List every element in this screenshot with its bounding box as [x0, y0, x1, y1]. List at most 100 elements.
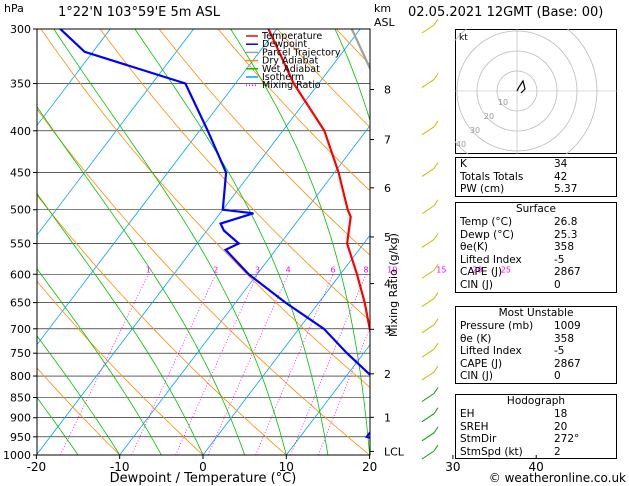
surface-table: Surface Temp (°C) 26.8 Dewp (°C) 25.3 θe(K) 3… [455, 202, 617, 293]
most-unstable-value: 1009 [554, 320, 581, 332]
dry-adiabat-line [37, 108, 370, 455]
wind-barb-flag [433, 342, 439, 350]
legend-label: Dewpoint [262, 39, 307, 50]
wind-barb-flag [433, 426, 439, 434]
x-axis-label: Dewpoint / Temperature (°C) [110, 471, 297, 486]
index-label: PW (cm) [460, 183, 505, 196]
mixing-ratio-label: 3 [255, 265, 260, 274]
wind-barb [421, 298, 435, 307]
wind-barb [421, 239, 435, 248]
pressure-tick-label: 950 [10, 431, 31, 444]
most-unstable-label: θe (K) [460, 332, 492, 345]
index-value: 34 [554, 158, 568, 170]
wind-barb-flag [433, 120, 439, 128]
km-label: km [374, 2, 392, 15]
hodograph-table: Hodograph EH 18 SREH 20 StmDir 272° StmSpd (kt… [455, 394, 617, 460]
wind-barb-flag [433, 18, 439, 26]
dry-adiabat-line [158, 29, 370, 256]
hodograph-ring-label: 30 [470, 126, 480, 135]
hodograph-ring-label: 20 [484, 112, 494, 121]
dry-adiabat-line [37, 194, 287, 455]
wind-barb [421, 205, 435, 215]
pressure-tick-label: 500 [10, 204, 31, 217]
mixing-ratio-line [59, 274, 149, 455]
pressure-tick-label: 600 [10, 268, 31, 281]
pressure-tick-label: 700 [10, 323, 31, 336]
legend-label: Mixing Ratio [262, 80, 321, 91]
legend-label: Isotherm [262, 72, 304, 83]
surface-row: CAPE (J) 2867 [456, 266, 616, 279]
most-unstable-value: -5 [554, 345, 565, 358]
wet-adiabat-line [134, 29, 329, 455]
mixing-ratio-line [131, 274, 217, 455]
dry-adiabat-line [99, 29, 370, 322]
wet-adiabat-line [37, 268, 162, 455]
most-unstable-label: Lifted Index [460, 345, 522, 358]
wind-barb [421, 24, 435, 34]
location-label: 1°22'N 103°59'E 5m ASL [58, 5, 220, 20]
isotherm-line [119, 124, 370, 455]
isotherm-line [202, 234, 370, 455]
wet-adiabat-line [230, 29, 370, 455]
index-row: K 34 [456, 158, 616, 171]
km-tick-label: 3 [384, 323, 391, 336]
wind-barb [421, 79, 435, 88]
legend-label: Temperature [261, 31, 322, 42]
mixing-ratio-line [207, 274, 289, 455]
wet-adiabat-line [37, 396, 79, 455]
most-unstable-row: CAPE (J) 2867 [456, 358, 616, 371]
wind-barb-flag [433, 199, 439, 207]
km-tick-label: 1 [384, 411, 391, 424]
wind-barb [421, 168, 435, 177]
surface-row: Lifted Index -5 [456, 254, 616, 267]
pressure-tick-label: 550 [10, 237, 31, 250]
most-unstable-title: Most Unstable [498, 307, 574, 319]
isotherm-line [37, 29, 194, 236]
pressure-tick-label: 400 [10, 125, 31, 138]
hodograph-kt-label: kt [459, 33, 468, 43]
most-unstable-value: 0 [554, 370, 561, 383]
most-unstable-row: Pressure (mb) 1009 [456, 320, 616, 333]
wind-barb-flag [433, 387, 439, 394]
wind-barb-flag [433, 407, 439, 414]
wind-barb-flag [433, 365, 439, 373]
hodograph-stat-value: 20 [554, 420, 568, 433]
isotherm-line [37, 29, 111, 127]
km-tick-label: 8 [384, 84, 391, 97]
surface-label: CAPE (J) [460, 266, 503, 279]
pressure-tick-label: 450 [10, 166, 31, 179]
surface-value: 26.8 [554, 216, 578, 228]
most-unstable-row: Lifted Index -5 [456, 345, 616, 358]
temperature-tick-label: 30 [445, 460, 460, 474]
km-tick-label: 6 [384, 182, 391, 195]
hodograph-table-title: Hodograph [506, 395, 566, 407]
hodograph-stat-value: 272° [554, 433, 580, 446]
wind-barb-flag [433, 444, 439, 452]
hodograph: 10 20 30 40 kt [455, 29, 617, 154]
surface-label: Lifted Index [460, 253, 522, 266]
pressure-tick-label: 750 [10, 347, 31, 360]
wind-barb [421, 348, 435, 358]
most-unstable-label: Pressure (mb) [460, 320, 534, 332]
isotherm-line [620, 29, 629, 455]
dry-adiabat-line [217, 29, 370, 192]
km-tick-label: 5 [384, 231, 391, 244]
dry-adiabat-line [40, 29, 370, 388]
temperature-tick-label: 0 [199, 460, 207, 474]
mixing-ratio-label: 20 [472, 265, 482, 274]
mixing-ratio-label: 4 [286, 265, 291, 274]
wind-barb-flag [433, 162, 439, 169]
hodograph-stat-label: EH [460, 408, 475, 420]
isotherm-line [37, 29, 361, 455]
index-label: K [460, 158, 467, 170]
most-unstable-table: Most Unstable Pressure (mb) 1009 θe (K) 358… [455, 306, 617, 384]
index-value: 42 [554, 170, 568, 183]
hodograph-stat-row: EH 18 [456, 408, 616, 421]
surface-row: Dewp (°C) 25.3 [456, 229, 616, 242]
surface-value: 358 [554, 241, 575, 254]
surface-label: Dewp (°C) [460, 228, 514, 241]
pressure-tick-label: 800 [10, 370, 31, 383]
legend-label: Dry Adiabat [262, 56, 319, 67]
hodograph-stat-value: 2 [554, 445, 561, 458]
